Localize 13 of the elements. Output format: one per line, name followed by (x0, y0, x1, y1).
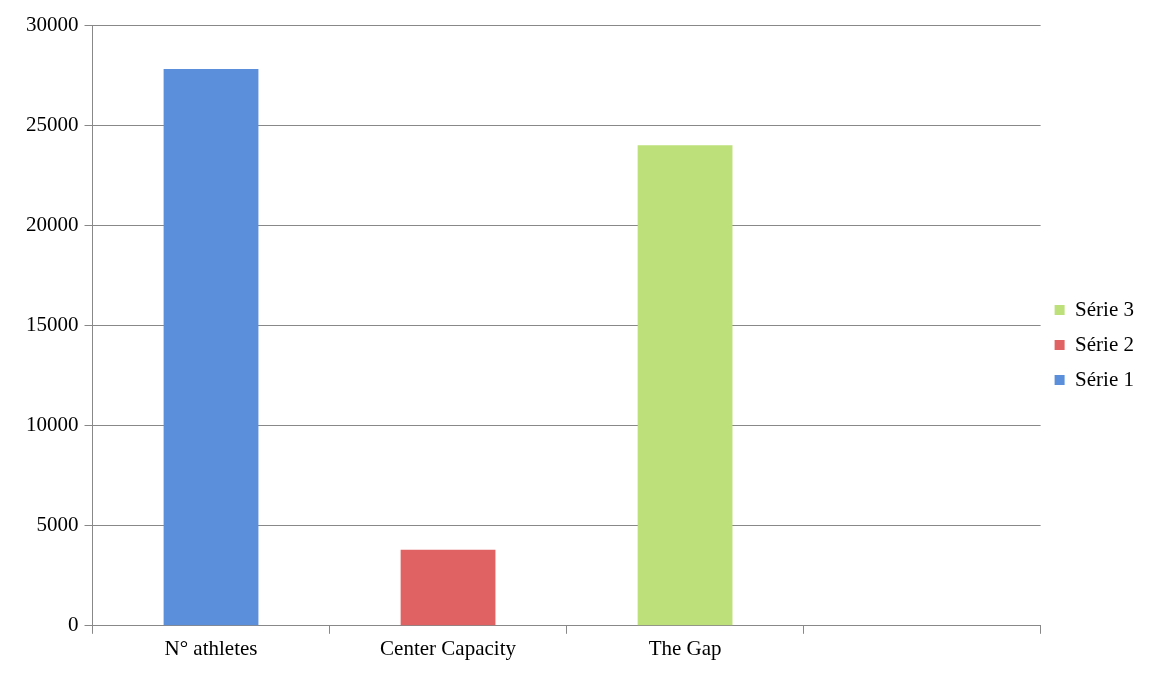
y-tick-label: 20000 (26, 211, 79, 236)
y-tick-label: 0 (68, 612, 79, 637)
y-tick-label: 25000 (26, 111, 79, 136)
x-tick-label: Center Capacity (380, 635, 517, 660)
legend-label: Série 3 (1075, 296, 1135, 321)
legend-label: Série 2 (1075, 331, 1135, 356)
y-tick-label: 30000 (26, 11, 79, 36)
y-tick-label: 5000 (36, 512, 79, 537)
x-tick-label: N° athletes (164, 635, 258, 660)
y-tick-label: 10000 (26, 412, 79, 437)
y-tick-label: 15000 (26, 311, 79, 336)
x-tick-label: The Gap (648, 635, 722, 660)
legend-label: Série 1 (1075, 366, 1135, 391)
